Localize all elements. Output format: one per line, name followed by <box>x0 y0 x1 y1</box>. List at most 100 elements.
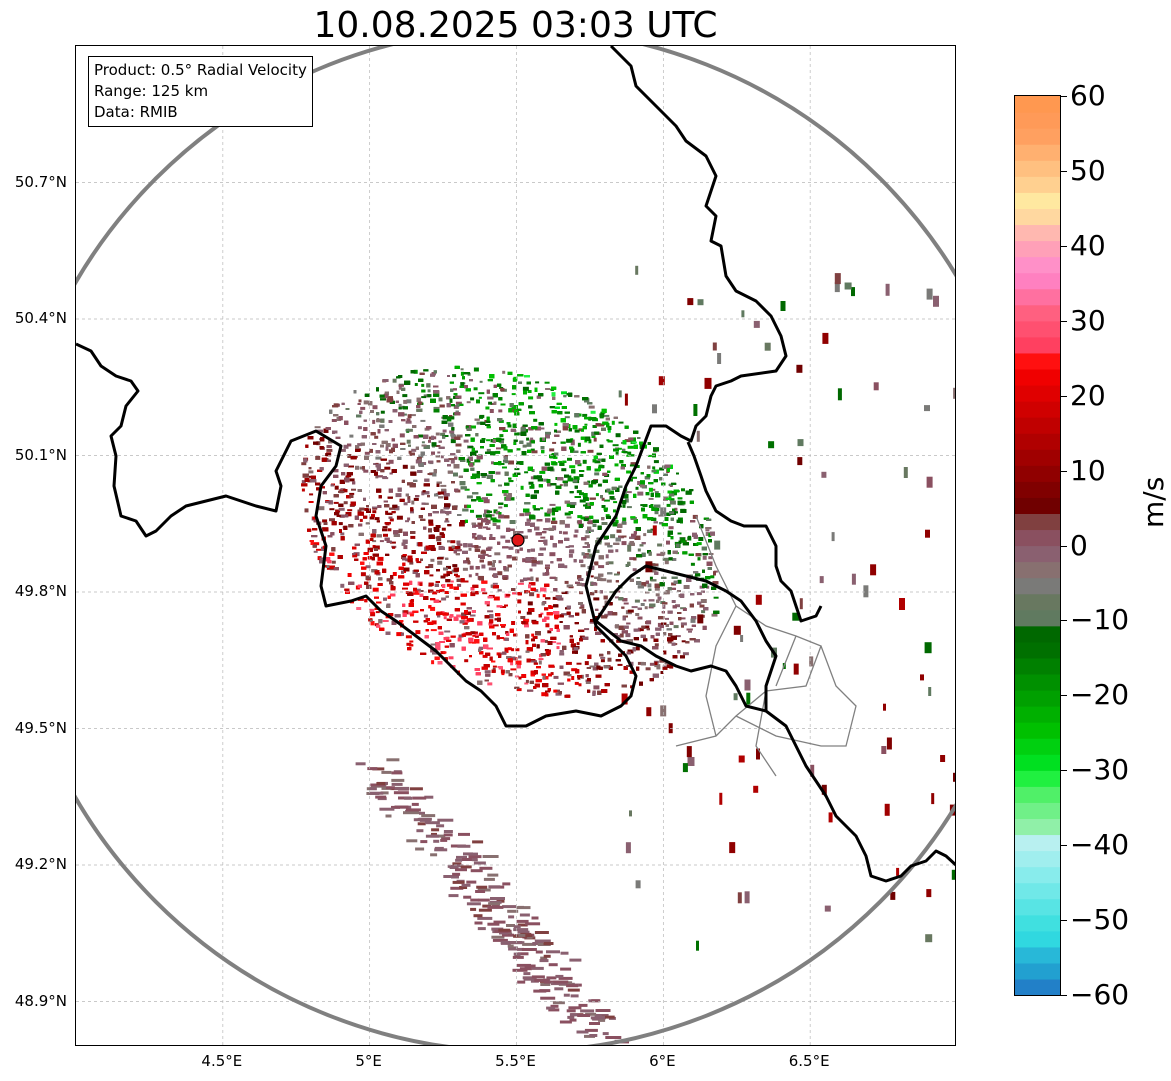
info-range: Range: 125 km <box>94 82 209 100</box>
colorbar-segment <box>1015 625 1060 643</box>
colorbar-segment <box>1015 208 1060 226</box>
colorbar-segment <box>1015 962 1060 980</box>
lon-tick-label: 4.5°E <box>201 1052 243 1070</box>
lon-tick-label: 6.5°E <box>788 1052 830 1070</box>
colorbar-segment <box>1015 786 1060 803</box>
colorbar-tick <box>1061 245 1067 247</box>
colorbar-segment <box>1015 368 1060 386</box>
colorbar-segment <box>1015 978 1060 995</box>
colorbar-gradient <box>1015 96 1060 995</box>
lat-tick-label: 48.9°N <box>14 991 67 1010</box>
colorbar-tick <box>1061 470 1067 472</box>
colorbar-segment <box>1015 433 1060 450</box>
colorbar-segment <box>1015 529 1060 547</box>
info-box: Product: 0.5° Radial Velocity Range: 125… <box>88 56 313 127</box>
info-source: Data: RMIB <box>94 103 178 121</box>
colorbar-segment <box>1015 866 1060 884</box>
colorbar-segment <box>1015 818 1060 836</box>
colorbar-tick <box>1061 770 1067 772</box>
lat-tick-label: 49.2°N <box>14 855 67 873</box>
map-title: 10.08.2025 03:03 UTC <box>313 5 718 46</box>
colorbar-segment <box>1015 738 1060 755</box>
colorbar-segment <box>1015 706 1060 723</box>
colorbar-tick <box>1061 170 1067 172</box>
colorbar-tick-label: −50 <box>1070 903 1130 937</box>
lon-tick-label: 5.5°E <box>495 1052 536 1070</box>
colorbar-tick-label: 0 <box>1070 528 1088 562</box>
colorbar-segment <box>1015 320 1060 338</box>
country-border-belgium-france <box>76 46 788 728</box>
info-product: Product: 0.5° Radial Velocity <box>94 61 307 79</box>
colorbar-segment <box>1015 561 1060 579</box>
colorbar-tick <box>1061 620 1067 622</box>
colorbar-segment <box>1015 545 1060 563</box>
colorbar-segment <box>1015 834 1060 852</box>
colorbar-segment <box>1015 352 1060 370</box>
colorbar-tick-label: −30 <box>1070 753 1130 787</box>
colorbar-tick <box>1061 545 1067 547</box>
colorbar-segment <box>1015 112 1060 129</box>
colorbar-segment <box>1015 240 1060 258</box>
radar-site-marker <box>511 533 525 547</box>
colorbar-tick <box>1061 845 1067 847</box>
lat-tick-label: 50.1°N <box>14 445 67 464</box>
colorbar-segment <box>1015 384 1060 402</box>
colorbar-segment <box>1015 128 1060 145</box>
colorbar-segment <box>1015 304 1060 322</box>
colorbar-tick-label: 30 <box>1070 303 1106 337</box>
colorbar-tick-label: −20 <box>1070 678 1130 712</box>
colorbar <box>1014 95 1061 996</box>
colorbar-segment <box>1015 802 1060 820</box>
colorbar-segment <box>1015 770 1060 787</box>
colorbar-segment <box>1015 577 1060 595</box>
colorbar-segment <box>1015 256 1060 274</box>
colorbar-segment <box>1015 272 1060 290</box>
colorbar-tick <box>1061 320 1067 322</box>
lat-tick-label: 49.5°N <box>14 718 67 737</box>
colorbar-tick <box>1061 695 1067 697</box>
colorbar-tick-label: −60 <box>1070 978 1130 1011</box>
colorbar-segment <box>1015 465 1060 482</box>
colorbar-tick-label: 60 <box>1070 79 1106 112</box>
colorbar-tick <box>1061 395 1067 397</box>
colorbar-tick <box>1061 920 1067 922</box>
colorbar-segment <box>1015 96 1060 113</box>
lon-tick-label: 6°E <box>649 1052 676 1070</box>
colorbar-tick-label: −40 <box>1070 828 1130 862</box>
colorbar-tick-label: 40 <box>1070 228 1106 262</box>
colorbar-tick-label: 10 <box>1070 453 1106 487</box>
country-border-luxembourg-east <box>686 441 823 623</box>
colorbar-segment <box>1015 288 1060 306</box>
colorbar-segment <box>1015 192 1060 209</box>
colorbar-segment <box>1015 914 1060 932</box>
colorbar-tick <box>1061 995 1067 996</box>
colorbar-segment <box>1015 513 1060 531</box>
colorbar-tick-label: −10 <box>1070 603 1130 637</box>
colorbar-segment <box>1015 417 1060 434</box>
radar-map[interactable] <box>75 45 956 1046</box>
lat-tick-label: 50.4°N <box>14 309 67 327</box>
colorbar-segment <box>1015 449 1060 466</box>
lat-tick-label: 50.7°N <box>14 172 67 191</box>
colorbar-segment <box>1015 481 1060 498</box>
colorbar-segment <box>1015 401 1060 418</box>
colorbar-segment <box>1015 144 1060 161</box>
colorbar-tick <box>1061 96 1067 97</box>
province-borders <box>675 515 857 777</box>
colorbar-segment <box>1015 754 1060 771</box>
colorbar-segment <box>1015 224 1060 242</box>
colorbar-segment <box>1015 641 1060 659</box>
colorbar-segment <box>1015 882 1060 900</box>
colorbar-segment <box>1015 657 1060 675</box>
colorbar-segment <box>1015 609 1060 627</box>
colorbar-segment <box>1015 946 1060 964</box>
colorbar-segment <box>1015 593 1060 611</box>
colorbar-segment <box>1015 850 1060 868</box>
radar-echoes <box>301 265 955 1044</box>
colorbar-segment <box>1015 176 1060 193</box>
colorbar-tick-label: 50 <box>1070 153 1106 187</box>
country-border-germany-france <box>595 619 955 883</box>
colorbar-segment <box>1015 930 1060 948</box>
lat-tick-label: 49.8°N <box>14 582 67 600</box>
lon-tick-label: 5°E <box>355 1052 382 1070</box>
